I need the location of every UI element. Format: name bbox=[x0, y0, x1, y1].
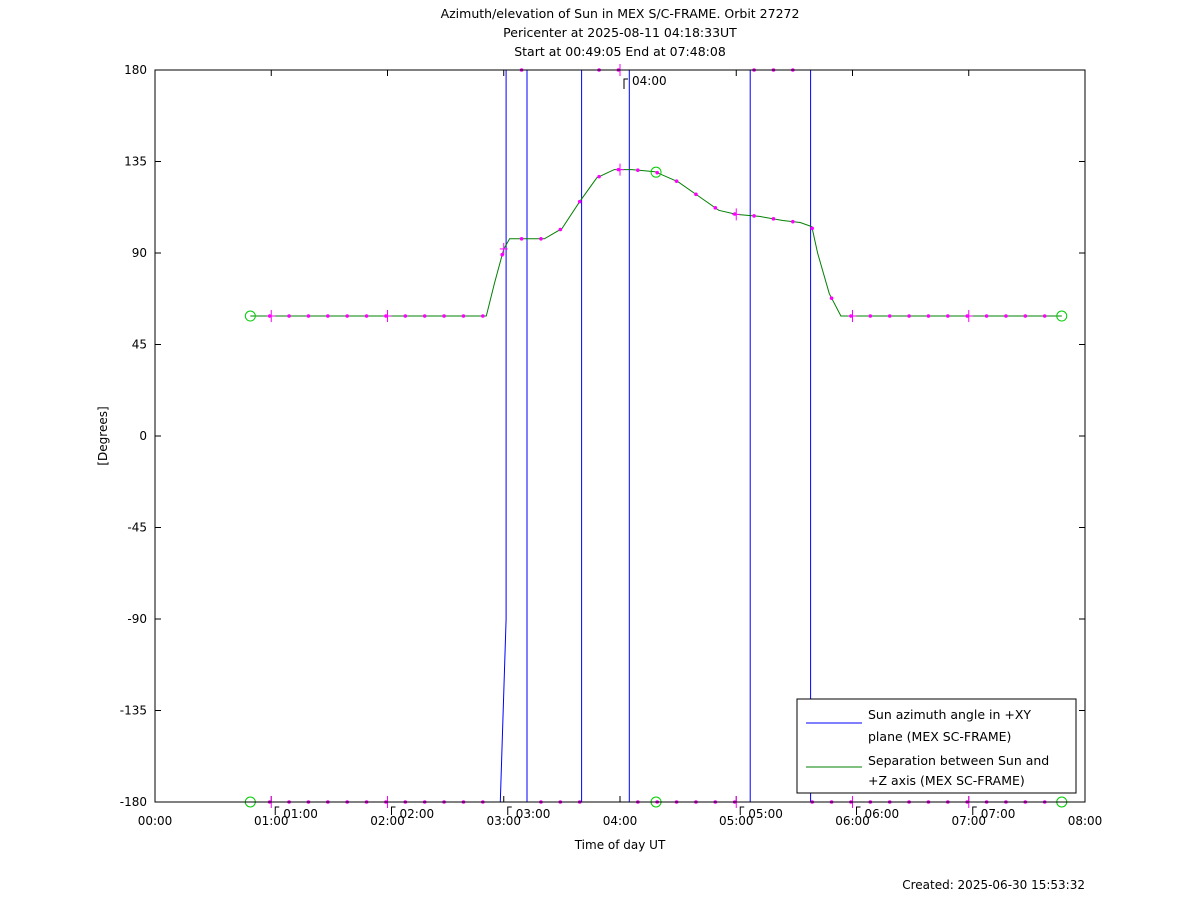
separation-marker bbox=[926, 314, 931, 318]
hour-mark-tick bbox=[274, 806, 280, 815]
y-tick-label: 180 bbox=[124, 63, 147, 77]
x-tick-label: 06:00 bbox=[835, 814, 870, 828]
chart-title: Azimuth/elevation of Sun in MEX S/C-FRAM… bbox=[441, 6, 800, 59]
separation-marker bbox=[810, 226, 814, 231]
separation-marker bbox=[345, 314, 350, 318]
separation-marker bbox=[481, 314, 485, 318]
series-line-azimuth bbox=[250, 69, 1062, 803]
x-tick-label: 07:00 bbox=[951, 814, 986, 828]
hour-mark-labels: 01:00 02:00 03:00 04:00 05:00 06:00 07:00 bbox=[274, 74, 1016, 821]
x-tick-label: 02:00 bbox=[370, 814, 405, 828]
chart-title-line-3: Start at 00:49:05 End at 07:48:08 bbox=[514, 44, 726, 59]
separation-marker bbox=[519, 236, 524, 241]
legend-label-azimuth-line-2: plane (MEX SC-FRAME) bbox=[868, 729, 1011, 744]
x-tick-labels: 00:00 01:00 02:00 03:00 04:00 05:00 06:00 07:00… bbox=[138, 814, 1103, 828]
series-line-separation bbox=[250, 169, 1062, 317]
plot-markers bbox=[244, 64, 1068, 808]
endpoint-marker bbox=[244, 310, 256, 322]
hour-mark-tick bbox=[739, 806, 745, 815]
separation-marker bbox=[907, 314, 911, 318]
y-tick-label: 90 bbox=[132, 246, 147, 260]
separation-marker bbox=[674, 179, 679, 183]
axis-ticks bbox=[154, 69, 1086, 803]
hour-mark-label: 06:00 bbox=[865, 807, 900, 821]
hour-mark-label: 04:00 bbox=[632, 74, 667, 88]
x-tick-label: 01:00 bbox=[254, 814, 289, 828]
separation-marker bbox=[442, 314, 446, 318]
separation-marker bbox=[887, 314, 892, 318]
y-tick-label: 135 bbox=[124, 155, 147, 169]
y-tick-label: 0 bbox=[139, 429, 147, 443]
legend-box bbox=[796, 698, 1077, 794]
separation-marker bbox=[577, 199, 582, 204]
pericenter-marker bbox=[650, 166, 662, 178]
hour-mark-tick bbox=[507, 806, 512, 815]
plot-frame bbox=[154, 69, 1086, 803]
hour-mark-label: 05:00 bbox=[748, 807, 783, 821]
plot-series bbox=[250, 69, 1062, 803]
y-tick-label: -90 bbox=[127, 612, 147, 626]
separation-marker bbox=[694, 192, 698, 197]
separation-marker bbox=[829, 296, 834, 300]
legend-label-separation-line-1: Separation between Sun and bbox=[868, 753, 1049, 768]
separation-marker bbox=[539, 236, 543, 241]
separation-marker bbox=[1042, 314, 1047, 318]
hour-mark-label: 01:00 bbox=[283, 807, 318, 821]
separation-marker bbox=[422, 314, 427, 318]
y-tick-label: 45 bbox=[132, 338, 147, 352]
separation-marker bbox=[946, 314, 950, 318]
separation-marker bbox=[500, 252, 505, 257]
hour-mark-label: 02:00 bbox=[400, 807, 435, 821]
x-tick-label: 00:00 bbox=[138, 814, 173, 828]
chart-title-line-2: Pericenter at 2025-08-11 04:18:33UT bbox=[503, 25, 737, 40]
separation-marker bbox=[306, 314, 311, 318]
hour-mark-tick bbox=[972, 806, 977, 815]
x-tick-label: 03:00 bbox=[486, 814, 521, 828]
hour-mark-tick bbox=[623, 78, 628, 89]
x-tick-label: 08:00 bbox=[1068, 814, 1103, 828]
x-tick-label: 05:00 bbox=[719, 814, 754, 828]
legend-label-separation-line-2: +Z axis (MEX SC-FRAME) bbox=[868, 773, 1025, 788]
endpoint-marker bbox=[1056, 310, 1068, 322]
hour-mark-label: 07:00 bbox=[981, 807, 1016, 821]
y-tick-labels: 180 135 90 45 0 -45 -90 -135 -180 bbox=[120, 63, 147, 809]
separation-marker bbox=[752, 214, 756, 218]
y-tick-label: -45 bbox=[127, 521, 147, 535]
separation-marker bbox=[771, 217, 776, 221]
separation-marker bbox=[984, 314, 989, 318]
separation-marker bbox=[287, 314, 291, 318]
chart-title-line-1: Azimuth/elevation of Sun in MEX S/C-FRAM… bbox=[441, 6, 800, 21]
separation-marker bbox=[1004, 314, 1008, 318]
legend: Sun azimuth angle in +XY plane (MEX SC-F… bbox=[796, 698, 1077, 794]
separation-marker bbox=[597, 174, 601, 179]
hour-mark-tick bbox=[391, 806, 396, 815]
y-tick-label: -180 bbox=[120, 795, 147, 809]
separation-marker bbox=[636, 168, 640, 172]
x-tick-label: 04:00 bbox=[603, 814, 638, 828]
separation-marker bbox=[403, 314, 408, 318]
hour-mark-tick bbox=[856, 806, 861, 815]
hour-mark-label: 03:00 bbox=[516, 807, 551, 821]
separation-marker bbox=[713, 206, 718, 210]
x-axis-label: Time of day UT bbox=[574, 838, 666, 852]
separation-marker bbox=[868, 314, 873, 318]
separation-marker bbox=[1023, 314, 1028, 318]
created-timestamp: Created: 2025-06-30 15:53:32 bbox=[902, 878, 1085, 892]
separation-marker bbox=[791, 219, 795, 224]
separation-marker bbox=[655, 170, 659, 175]
separation-marker bbox=[364, 314, 369, 318]
y-tick-label: -135 bbox=[120, 704, 147, 718]
separation-marker bbox=[326, 314, 330, 318]
separation-marker bbox=[461, 314, 466, 318]
legend-label-azimuth-line-1: Sun azimuth angle in +XY bbox=[868, 707, 1031, 722]
separation-marker bbox=[558, 227, 563, 232]
y-axis-label: [Degrees] bbox=[96, 406, 110, 465]
